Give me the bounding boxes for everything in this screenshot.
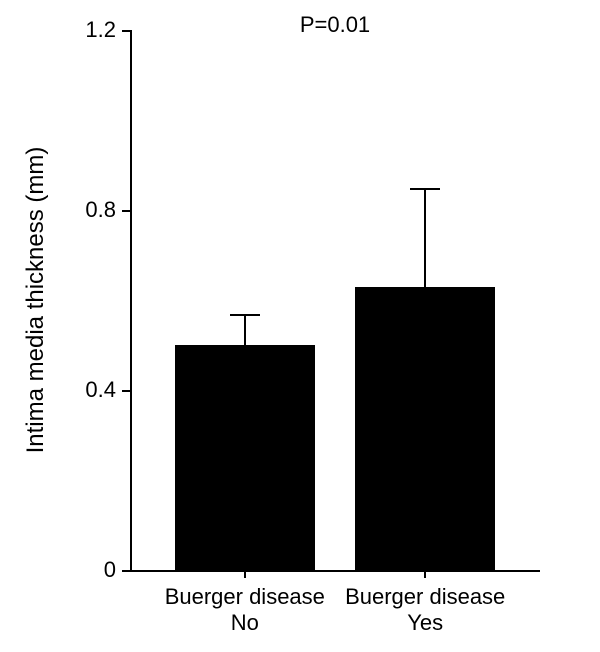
error-bar-cap — [410, 188, 440, 190]
category-label-line1: Buerger disease — [145, 584, 345, 610]
error-bar-cap — [230, 314, 260, 316]
error-bar-stem — [424, 188, 426, 287]
category-label-line1: Buerger disease — [325, 584, 525, 610]
x-axis — [130, 570, 540, 572]
y-tick — [122, 210, 130, 212]
category-label-line2: No — [145, 610, 345, 636]
p-value-label: P=0.01 — [255, 12, 415, 38]
y-tick-label: 0.8 — [0, 197, 116, 223]
y-tick-label: 1.2 — [0, 17, 116, 43]
x-tick — [244, 570, 246, 578]
y-tick — [122, 570, 130, 572]
y-axis — [130, 30, 132, 570]
y-tick — [122, 390, 130, 392]
y-tick-label: 0.4 — [0, 377, 116, 403]
y-tick-label: 0 — [0, 557, 116, 583]
category-label-line2: Yes — [325, 610, 525, 636]
y-tick — [122, 30, 130, 32]
x-tick — [424, 570, 426, 578]
bar — [355, 287, 495, 571]
y-axis-label: Intima media thickness (mm) — [22, 30, 50, 570]
bar — [175, 345, 315, 570]
error-bar-stem — [244, 314, 246, 346]
